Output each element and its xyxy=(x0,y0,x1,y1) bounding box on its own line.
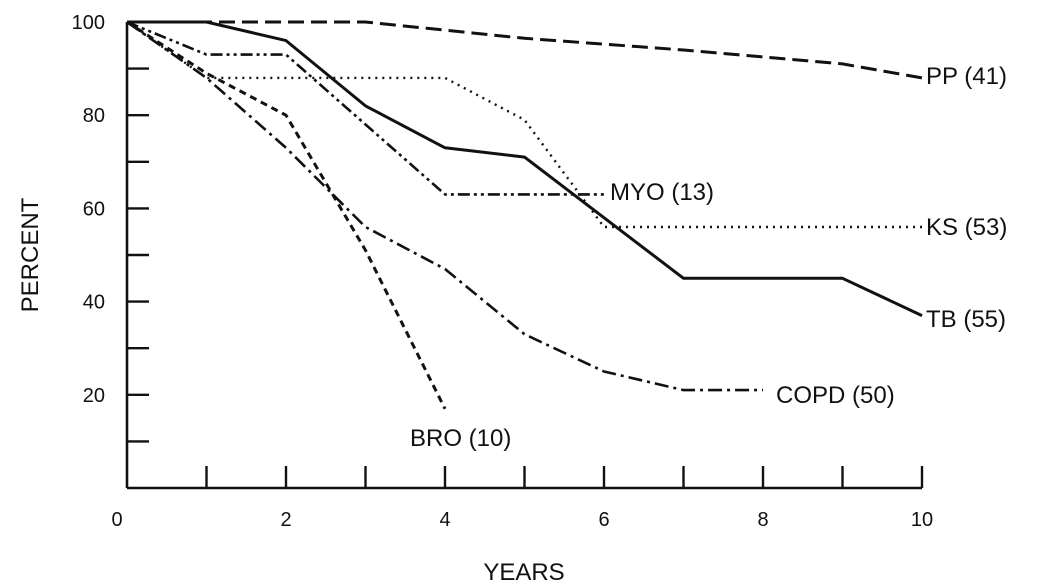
series-label: BRO (10) xyxy=(410,425,511,452)
y-tick-label: 60 xyxy=(83,198,105,220)
x-tick-label: 4 xyxy=(439,509,450,531)
series-labels: PP (41) TB (55) KS (53) MYO (13) COPD (50) BR… xyxy=(410,63,1007,452)
series-line-1 xyxy=(127,20,923,317)
x-tick-label: 10 xyxy=(911,509,933,531)
x-tick-label: 2 xyxy=(280,509,291,531)
y-tick-label: 80 xyxy=(83,105,105,127)
series-line-4 xyxy=(126,20,763,392)
x-axis-title: YEARS xyxy=(483,559,564,584)
x-tick-label: 8 xyxy=(757,509,768,531)
series xyxy=(126,20,923,410)
series-label: KS (53) xyxy=(926,214,1007,241)
y-tick-label: 40 xyxy=(83,292,105,314)
axes xyxy=(125,22,922,490)
series-label: MYO (13) xyxy=(610,179,714,206)
series-label: TB (55) xyxy=(926,306,1006,333)
series-label: PP (41) xyxy=(926,63,1007,90)
series-line-2 xyxy=(126,21,922,229)
x-tick-label: 0 xyxy=(111,509,122,531)
y-tick-label: 100 xyxy=(72,12,105,34)
series-line-5 xyxy=(126,20,447,410)
y-axis-title: PERCENT xyxy=(17,197,44,312)
x-tick-label: 6 xyxy=(598,509,609,531)
y-tick-label: 20 xyxy=(83,385,105,407)
ticks: 0 2 4 6 8 10 20 40 60 80 100 xyxy=(72,12,934,531)
series-label: COPD (50) xyxy=(776,382,895,409)
series-line-3 xyxy=(126,20,604,196)
